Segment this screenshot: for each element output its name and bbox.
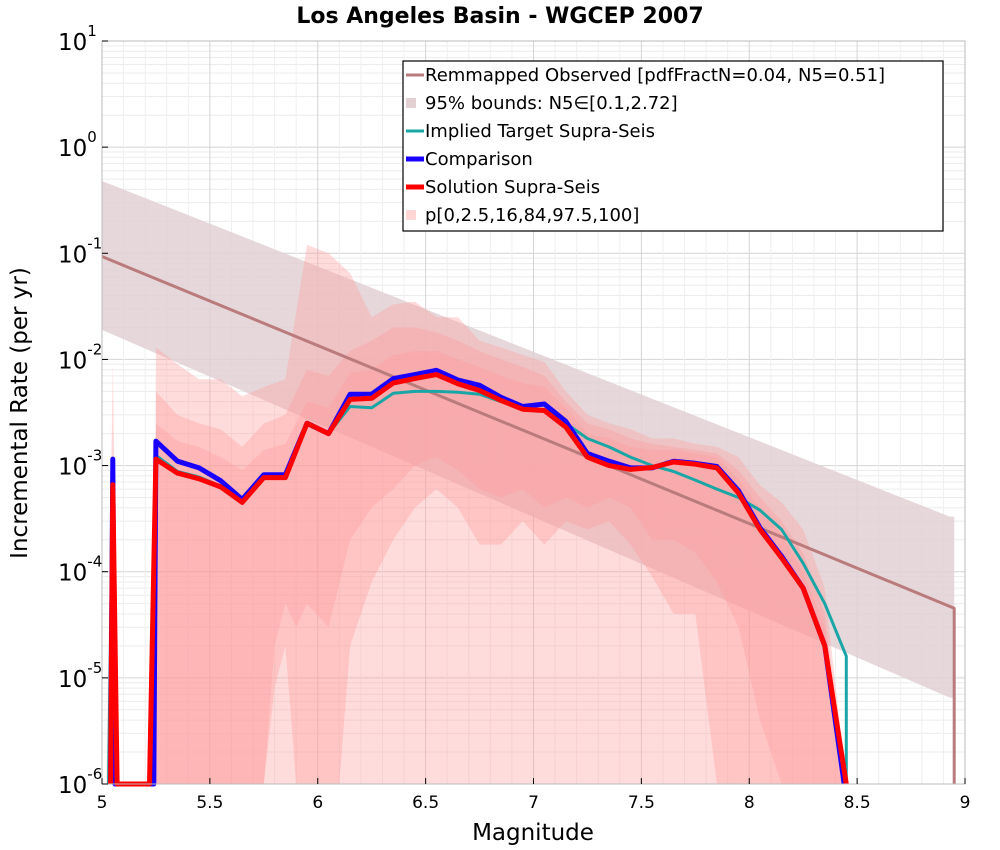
- y-axis-label: Incremental Rate (per yr): [7, 267, 33, 559]
- legend-label: 95% bounds: N5∈[0.1,2.72]: [425, 93, 678, 114]
- legend-label: Implied Target Supra-Seis: [425, 121, 655, 142]
- y-tick-label: 10-1: [58, 234, 102, 268]
- y-tick-label: 100: [58, 128, 97, 162]
- y-tick-label: 101: [58, 22, 97, 56]
- legend-swatch-band: [406, 210, 416, 220]
- band-0: [102, 180, 955, 698]
- legend-swatch-band: [406, 98, 416, 108]
- legend-box: [402, 60, 944, 232]
- x-tick-label: 9: [960, 793, 971, 813]
- chart-title: Los Angeles Basin - WGCEP 2007: [296, 4, 703, 29]
- x-axis-ticks: 5 5.5 6 6.5 7 7.5 8 8.5 9: [97, 778, 971, 813]
- y-tick-label: 10-5: [58, 659, 102, 693]
- legend-label: Solution Supra-Seis: [425, 177, 600, 198]
- x-tick-label: 5: [97, 793, 108, 813]
- series-line-0: [101, 255, 956, 784]
- y-tick-label: 10-3: [58, 447, 102, 481]
- x-axis-label: Magnitude: [472, 820, 594, 846]
- y-tick-label: 10-6: [58, 765, 102, 799]
- band-layer: [102, 180, 955, 784]
- band-2: [112, 327, 847, 784]
- x-tick-label: 7: [528, 793, 539, 813]
- x-tick-label: 8.5: [844, 793, 871, 813]
- series-line-3: [108, 372, 849, 787]
- legend-label: Remmapped Observed [pdfFractN=0.04, N5=0…: [425, 65, 885, 86]
- legend-label: p[0,2.5,16,84,97.5,100]: [425, 205, 639, 226]
- y-axis-ticks: 10-6 10-5 10-4 10-3 10-2 10-1 100 101: [58, 22, 108, 799]
- legend: Remmapped Observed [pdfFractN=0.04, N5=0…: [402, 60, 944, 232]
- band-1: [106, 244, 847, 784]
- y-tick-label: 10-4: [58, 553, 102, 587]
- y-tick-label: 10-2: [58, 340, 102, 374]
- x-tick-label: 6: [312, 793, 323, 813]
- x-tick-label: 6.5: [412, 793, 439, 813]
- legend-label: Comparison: [425, 149, 533, 170]
- x-tick-label: 7.5: [628, 793, 655, 813]
- x-tick-label: 8: [744, 793, 755, 813]
- series-layer: [101, 255, 956, 787]
- x-tick-label: 5.5: [196, 793, 223, 813]
